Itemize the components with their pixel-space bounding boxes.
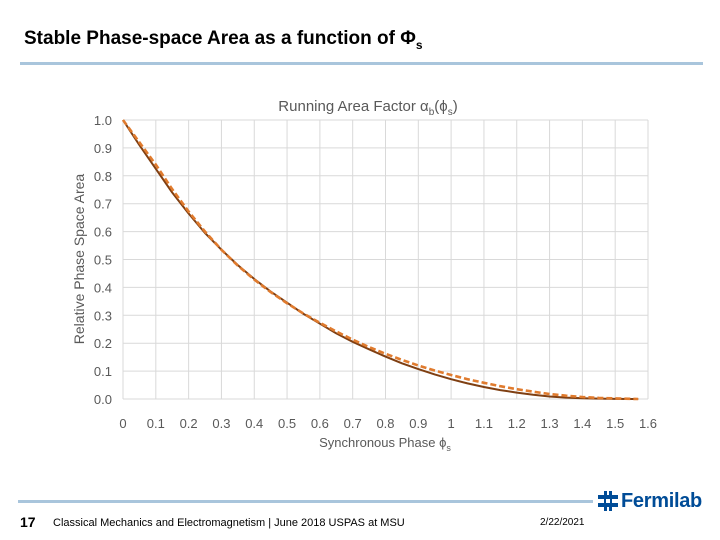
y-tick-label: 0.1 xyxy=(94,364,112,379)
fermilab-logo-text: Fermilab xyxy=(621,489,702,512)
y-tick-label: 0.5 xyxy=(94,253,112,268)
x-tick-label: 1.1 xyxy=(475,416,493,431)
y-tick-label: 0.7 xyxy=(94,197,112,212)
x-tick-label: 0.7 xyxy=(344,416,362,431)
footer-divider xyxy=(18,500,593,503)
chart-title: Running Area Factor αb(ϕs) xyxy=(278,98,457,118)
x-tick-label: 1.4 xyxy=(573,416,591,431)
title-divider xyxy=(20,62,703,65)
y-tick-label: 0.9 xyxy=(94,141,112,156)
x-tick-label: 1.2 xyxy=(508,416,526,431)
footer-course-text: Classical Mechanics and Electromagnetism… xyxy=(53,517,405,529)
x-tick-label: 0.1 xyxy=(147,416,165,431)
x-axis-label: Synchronous Phase ϕs xyxy=(319,435,451,453)
slide-title: Stable Phase-space Area as a function of… xyxy=(24,28,423,52)
chart-series xyxy=(121,119,639,401)
x-tick-label: 1.3 xyxy=(541,416,559,431)
x-tick-label: 0.9 xyxy=(409,416,427,431)
fermilab-logo-icon xyxy=(598,491,618,511)
x-tick-label: 0.3 xyxy=(212,416,230,431)
footer-date: 2/22/2021 xyxy=(540,517,585,528)
x-tick-label: 1 xyxy=(448,416,455,431)
y-axis-label: Relative Phase Space Area xyxy=(71,174,87,345)
x-tick-label: 1.5 xyxy=(606,416,624,431)
y-tick-label: 1.0 xyxy=(94,113,112,128)
y-tick-label: 0.3 xyxy=(94,308,112,323)
y-tick-label: 0.8 xyxy=(94,169,112,184)
y-tick-label: 0.0 xyxy=(94,392,112,407)
x-tick-label: 0.6 xyxy=(311,416,329,431)
x-tick-label: 0.8 xyxy=(376,416,394,431)
y-tick-label: 0.2 xyxy=(94,336,112,351)
fermilab-logo: Fermilab xyxy=(598,490,702,512)
y-tick-label: 0.6 xyxy=(94,225,112,240)
x-tick-label: 1.6 xyxy=(639,416,657,431)
y-tick-label: 0.4 xyxy=(94,280,112,295)
slide-title-subscript: s xyxy=(415,37,423,52)
chart-ticks: 0.0 0.1 0.2 0.3 0.4 0.5 0.6 0.7 0.8 0.9 1.0 0 0.1 0.2… xyxy=(94,113,657,431)
x-tick-label: 0.4 xyxy=(245,416,263,431)
chart-grid xyxy=(122,119,649,400)
series-line-approximation xyxy=(121,119,639,401)
x-tick-label: 0 xyxy=(119,416,126,431)
page-number: 17 xyxy=(20,514,36,530)
x-tick-label: 0.5 xyxy=(278,416,296,431)
x-tick-label: 0.2 xyxy=(180,416,198,431)
